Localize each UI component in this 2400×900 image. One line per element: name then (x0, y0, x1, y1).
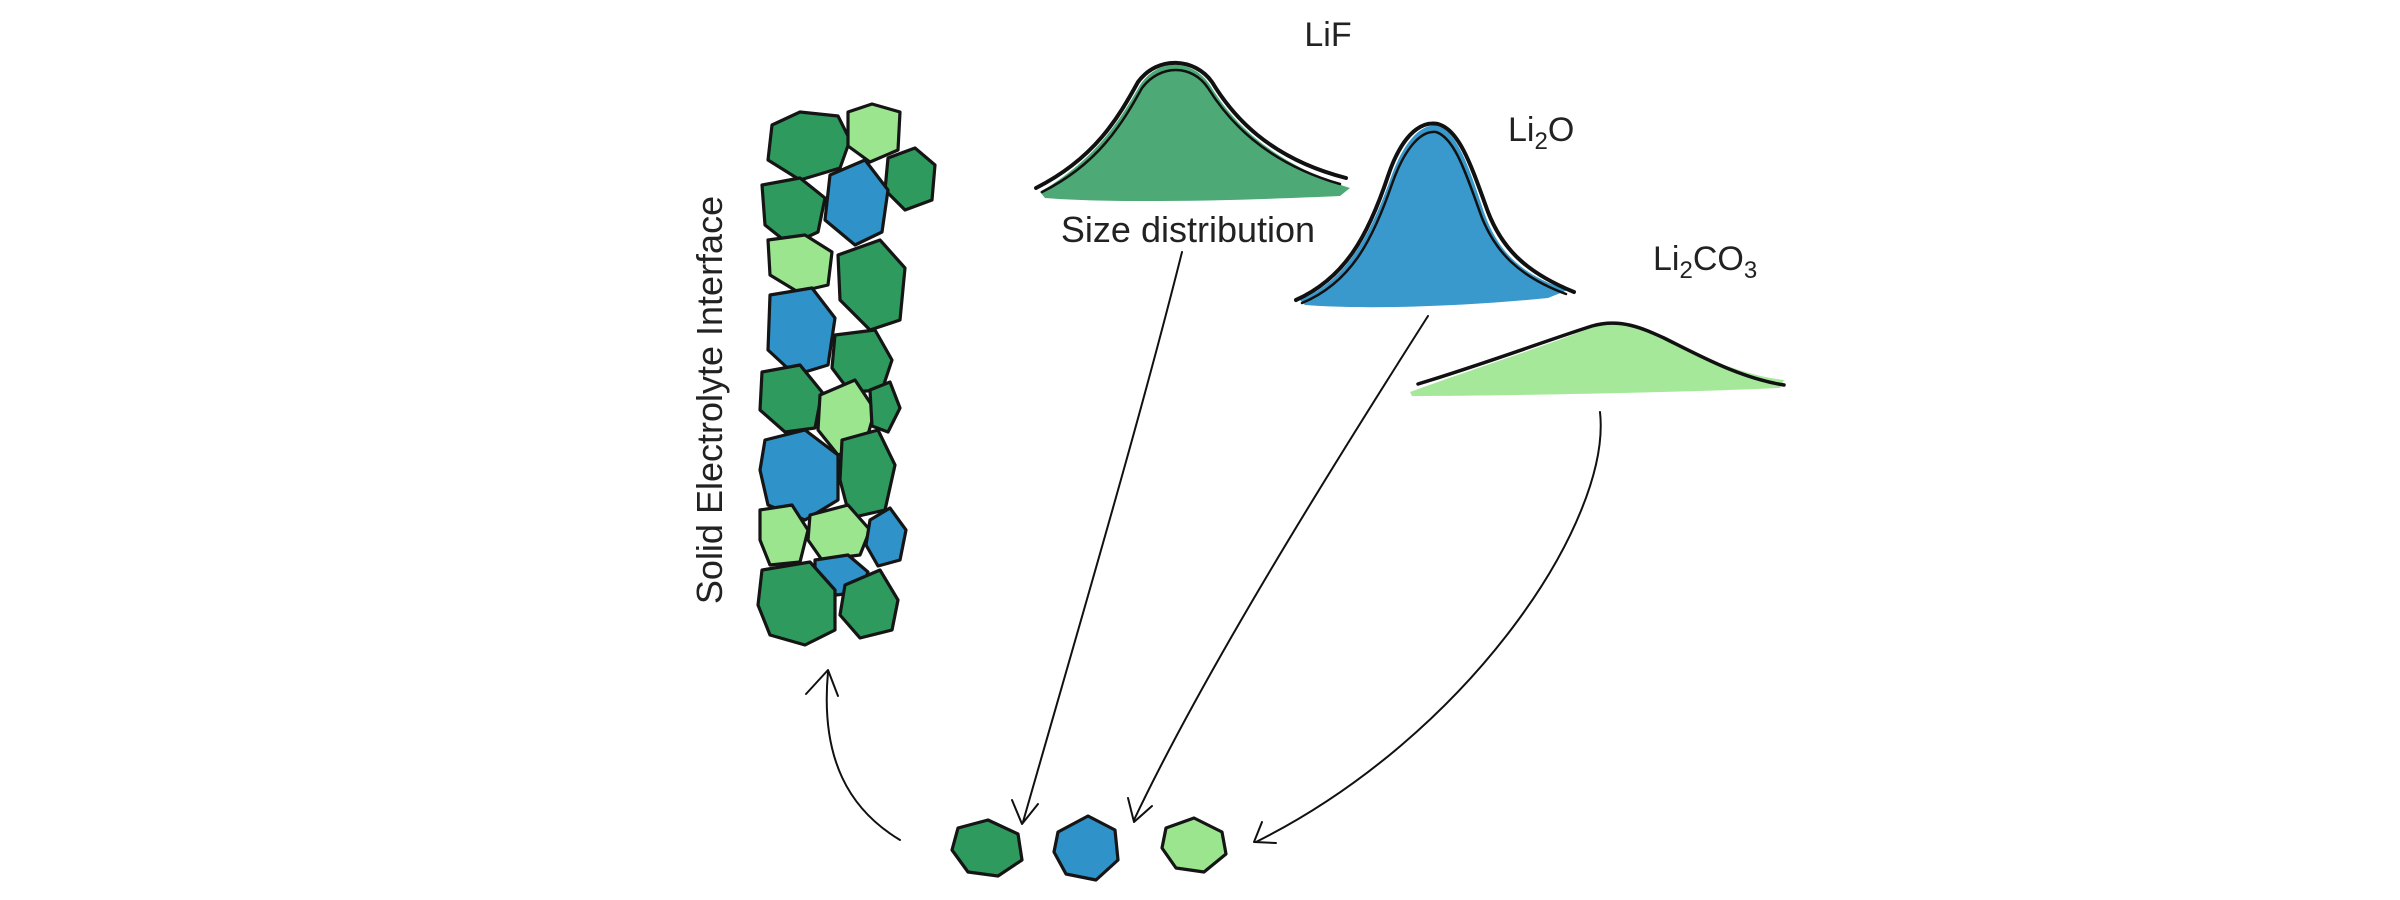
li2o-distribution-curve (1294, 121, 1576, 302)
sei-title: Solid Electrolyte Interface (689, 196, 730, 604)
arrow-particles-to-sei (825, 671, 901, 841)
li2o-label-tail: O (1548, 111, 1574, 149)
arrow-li2co3-to-particle-head (1253, 821, 1277, 844)
sei-grain-lif (883, 146, 937, 212)
particles (950, 814, 1228, 882)
sei-grain-li2co3 (846, 102, 902, 164)
li2co3-distribution-curve (1416, 321, 1786, 387)
sei-grain-li2co3 (758, 503, 810, 567)
li2co3-label-sub2: 3 (1744, 257, 1757, 284)
sei-grain-lif (758, 363, 824, 434)
li2co3-label-main: Li (1653, 240, 1679, 278)
sei-grain-lif (756, 560, 837, 647)
arrow-lif-to-particle-head (1011, 799, 1039, 825)
sei-grain-li2o (766, 286, 837, 377)
li2co3-particle (1160, 816, 1228, 874)
distribution-lif (1034, 60, 1350, 202)
sei-grain-lif (836, 238, 907, 332)
distribution-li2co3 (1410, 321, 1786, 396)
sei-grain-li2co3 (766, 233, 834, 294)
sei-grain-li2o (758, 428, 840, 522)
arrows (805, 251, 1602, 844)
lif-particle (950, 818, 1024, 878)
lif-distribution-fill (1040, 64, 1350, 202)
li2co3-distribution-fill (1410, 324, 1784, 396)
sei-grain-lif (868, 380, 902, 434)
li2o-distribution-fill (1300, 125, 1568, 308)
li2o-particle (1052, 814, 1120, 882)
li2co3-label: Li2CO3 (1653, 240, 1757, 284)
sei-grain-lif (766, 110, 852, 182)
sei-column (756, 102, 937, 647)
lif-distribution-curve-echo (1040, 68, 1342, 194)
arrow-li2co3-to-particle (1255, 411, 1602, 843)
sei-grain-li2co3 (806, 503, 872, 562)
arrow-lif-to-particle (1022, 251, 1183, 823)
arrow-li2o-to-particle (1133, 315, 1429, 821)
li2o-label-main: Li (1508, 111, 1534, 149)
sei-grain-li2o (823, 158, 890, 247)
arrow-li2o-to-particle-head (1127, 797, 1153, 823)
sei-grain-lif (760, 176, 827, 247)
sei-grain-lif (838, 568, 900, 640)
li2o-distribution-curve-echo (1300, 130, 1568, 305)
sei-grain-li2o (864, 506, 908, 568)
li2o-label-sub: 2 (1534, 128, 1547, 155)
li2co3-label-mid: CO (1693, 240, 1744, 278)
li2o-label: Li2O (1508, 111, 1574, 155)
size-distribution-label: Size distribution (1061, 209, 1315, 250)
arrow-particles-to-sei-head (805, 669, 839, 697)
li2co3-label-sub: 2 (1679, 257, 1692, 284)
lif-distribution-curve (1034, 60, 1348, 190)
lif-label: LiF (1304, 16, 1351, 54)
sei-grain-lif (830, 328, 894, 394)
distribution-li2o (1294, 121, 1576, 308)
